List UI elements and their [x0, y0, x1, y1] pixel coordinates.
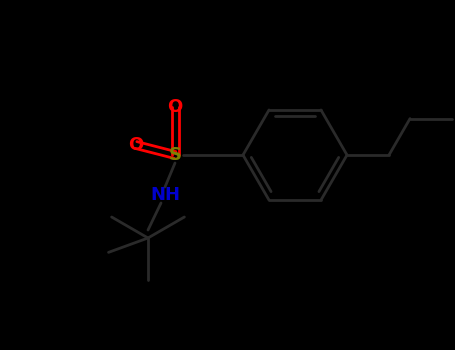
Text: O: O	[128, 136, 144, 154]
Text: O: O	[167, 98, 182, 116]
Text: NH: NH	[150, 186, 180, 204]
Text: S: S	[168, 146, 182, 164]
